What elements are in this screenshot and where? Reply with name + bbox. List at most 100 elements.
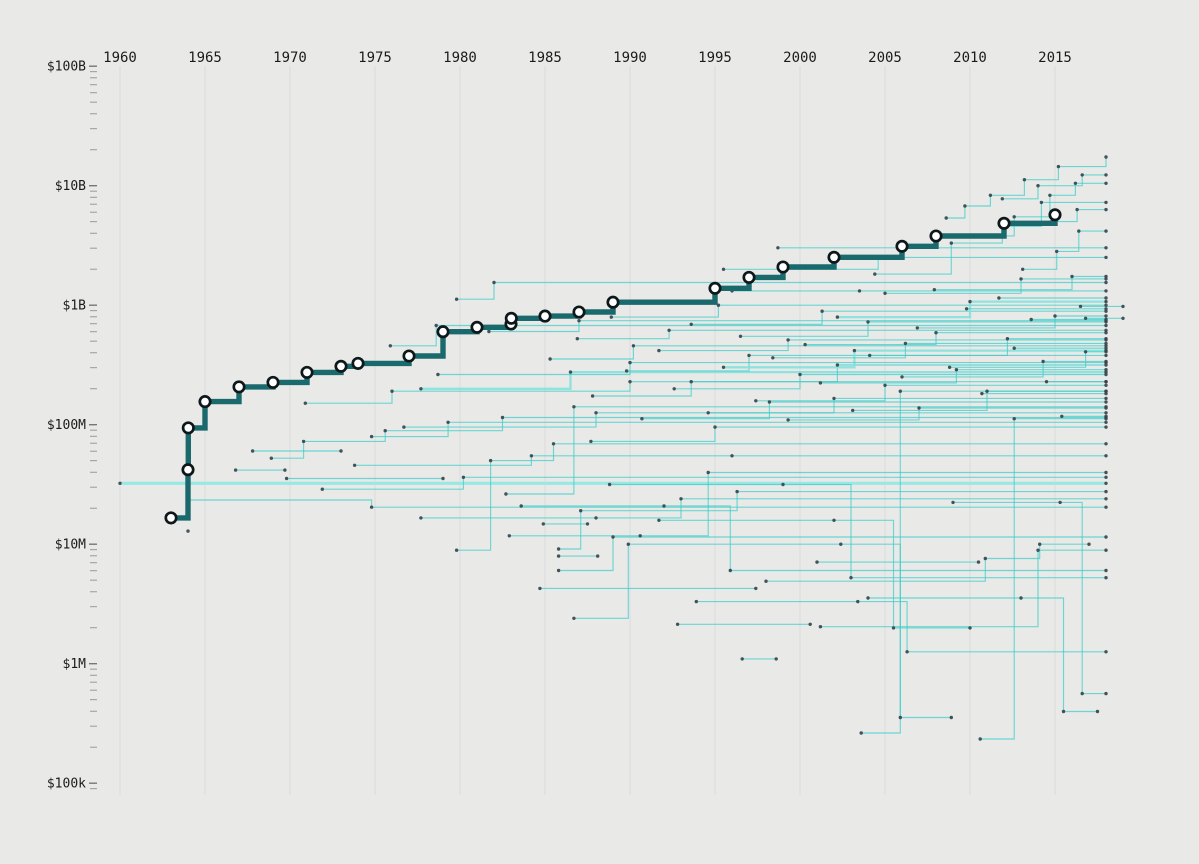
bg-line [558, 491, 1106, 550]
bg-line [820, 549, 1106, 628]
bg-dot [607, 482, 612, 487]
bg-dot [689, 322, 693, 326]
bg-dot [1104, 307, 1108, 311]
record-marker [742, 270, 756, 284]
x-tick-label: 2010 [953, 50, 987, 66]
x-tick-label: 1975 [358, 50, 392, 66]
bg-dot [269, 456, 273, 460]
bg-dot [776, 246, 780, 250]
bg-dot [638, 534, 642, 538]
bg-dot [1036, 184, 1040, 188]
bg-dot [1104, 475, 1108, 479]
bg-dot [803, 342, 807, 347]
bg-dot [624, 369, 629, 373]
bg-dot [947, 365, 952, 369]
bg-dot [461, 475, 466, 479]
bg-dot [118, 481, 122, 485]
x-tick-label: 1965 [188, 50, 222, 66]
bg-dot [706, 411, 710, 415]
record-markers [164, 208, 1062, 525]
bg-dot [1104, 420, 1108, 424]
record-marker [181, 421, 195, 435]
bg-line [755, 384, 1106, 402]
bg-line [788, 407, 1106, 421]
bg-dot [609, 315, 613, 319]
bg-line [641, 401, 1106, 420]
bg-dot [1019, 277, 1023, 281]
bg-dot [964, 307, 969, 311]
bg-line [456, 281, 1106, 300]
bg-dot [1012, 215, 1016, 219]
bg-dot [1104, 383, 1108, 387]
record-marker [1048, 208, 1062, 222]
record-marker [436, 325, 450, 339]
bg-dot [1104, 650, 1108, 654]
bg-dot [504, 492, 508, 496]
bg-dot [1104, 246, 1108, 250]
x-tick-label: 1985 [528, 50, 562, 66]
bg-dot [541, 522, 545, 526]
bg-dot [667, 328, 671, 332]
bg-dot [932, 288, 936, 292]
record-marker [300, 365, 314, 379]
background-dots [118, 155, 1125, 741]
bg-dot [820, 309, 824, 313]
bg-dot [1104, 691, 1108, 696]
bg-dot [832, 396, 836, 401]
bg-line [577, 329, 1106, 340]
bg-dot [1104, 207, 1108, 212]
bg-dot [898, 715, 902, 720]
record-marker [929, 229, 943, 243]
bg-dot [951, 500, 955, 505]
bg-dot [594, 516, 598, 520]
bg-line [488, 320, 1106, 333]
bg-dot [507, 534, 511, 538]
bg-dot [1053, 314, 1057, 318]
record-marker [606, 295, 620, 309]
bg-line [980, 418, 1106, 740]
bg-dot [1121, 304, 1125, 309]
bg-dot [579, 509, 583, 513]
bg-dot [369, 505, 374, 509]
record-marker [402, 349, 416, 363]
bg-dot [1104, 314, 1108, 318]
bg-dot [866, 596, 870, 600]
bg-dot [1104, 568, 1108, 573]
bg-dot [1104, 391, 1108, 396]
bg-line [723, 349, 1106, 369]
bg-dot [1056, 164, 1061, 169]
bg-dot [1104, 414, 1108, 418]
bg-line [188, 499, 1106, 508]
record-marker [164, 511, 178, 525]
bg-dot [556, 554, 561, 558]
bg-line [949, 351, 1106, 368]
bg-dot [1104, 489, 1108, 494]
bg-dot [1104, 353, 1108, 358]
bg-dot [786, 418, 790, 422]
bg-line [1022, 230, 1106, 270]
bg-dot [1104, 481, 1108, 485]
bg-dot [934, 331, 938, 335]
bg-dot [917, 406, 921, 410]
bg-dot [1104, 396, 1108, 401]
bg-dot [1005, 337, 1010, 341]
bg-dot [883, 291, 887, 295]
bg-dot [679, 497, 683, 501]
x-axis-labels: 1960 1965 1970 1975 1980 1985 1990 1995 2000 2005… [103, 50, 1072, 66]
bg-dot [369, 434, 374, 439]
bg-dot [1104, 380, 1108, 384]
bg-dot [988, 193, 993, 197]
bg-dot [538, 586, 542, 591]
bg-dot [1083, 350, 1088, 354]
bg-dot [596, 554, 600, 558]
bg-line [590, 426, 1106, 442]
bg-line [869, 338, 1106, 356]
bg-line [852, 390, 1106, 411]
bg-dot [1077, 229, 1081, 233]
bg-line [696, 601, 1106, 653]
bg-dot [434, 323, 438, 328]
bg-dot [1048, 193, 1052, 197]
bg-dot [1104, 425, 1108, 429]
bg-dot [1104, 346, 1108, 350]
